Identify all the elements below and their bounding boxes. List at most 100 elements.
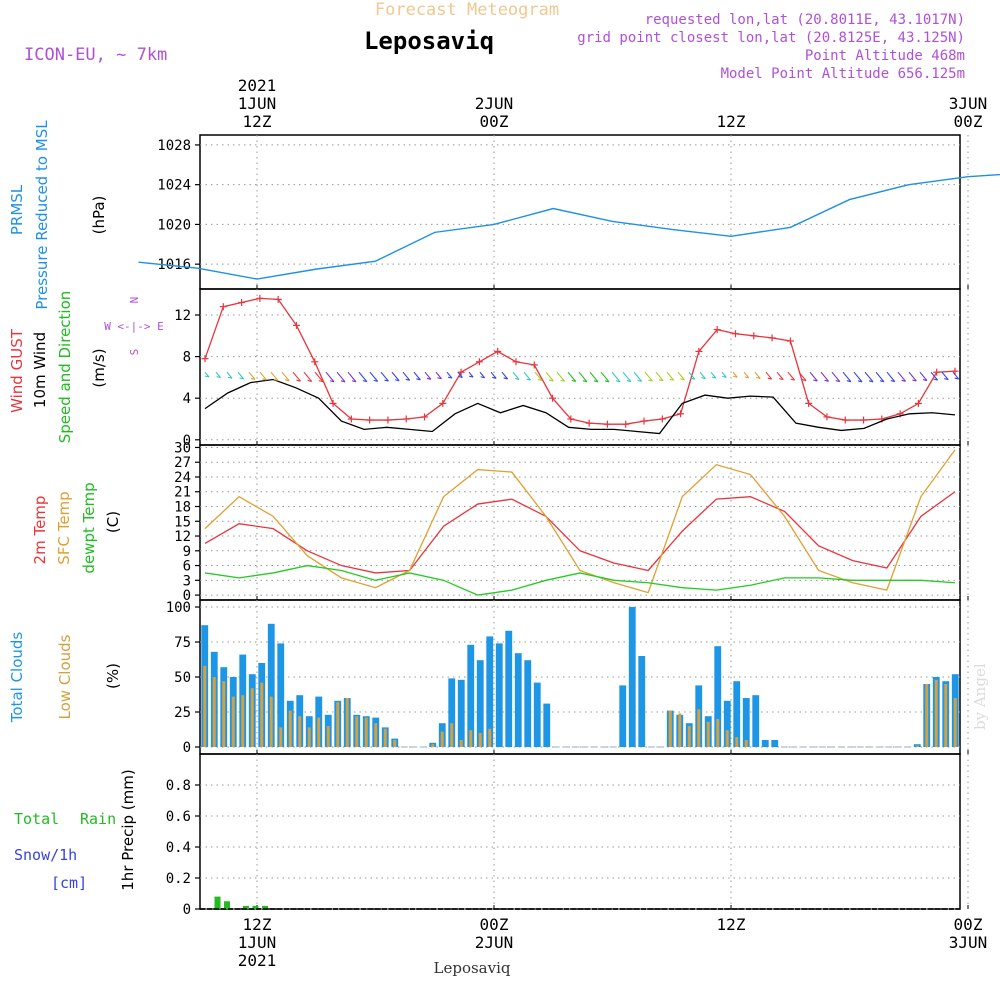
wind-arrow: [941, 371, 949, 380]
total-cloud-bar: [619, 685, 627, 747]
wind-arrow: [435, 371, 442, 380]
wind-arrow: [919, 371, 928, 381]
wind-arrow-head: [296, 379, 301, 382]
wind-arrow-head: [318, 380, 324, 383]
dewpt-line: [204, 564, 956, 596]
wind-arrow-head: [944, 378, 949, 381]
wind-arrow: [798, 371, 807, 381]
wind-arrow: [457, 371, 463, 378]
wind-arrow: [831, 371, 841, 382]
wind-arrow-head: [416, 378, 421, 381]
low-cloud-bar: [744, 740, 748, 747]
total-cloud-bar: [628, 607, 636, 747]
wind-arrow-head: [437, 377, 442, 380]
wind-arrow: [655, 371, 664, 382]
wind-arrow: [754, 371, 761, 379]
wind-arrow: [897, 371, 907, 382]
wind-arrow-head: [954, 377, 959, 380]
wind-arrow-head: [669, 378, 674, 381]
ytick-label-pressure: 1024: [157, 178, 191, 194]
low-cloud-bar: [687, 726, 691, 747]
wind-arrow-head: [329, 380, 335, 383]
wind-arrow-head: [637, 379, 642, 382]
wind-arrow-head: [890, 380, 895, 383]
wind-arrow-head: [658, 379, 664, 382]
wind-arrow-head: [767, 377, 772, 380]
wind-arrow-head: [680, 378, 685, 381]
wind-label-10m: 10m Wind: [31, 332, 49, 408]
wind-arrow: [589, 371, 599, 383]
wind-arrow-head: [593, 380, 599, 383]
ytick-label-wind: 12: [174, 308, 191, 324]
wind-arrow-head: [405, 378, 410, 381]
temp-left-labels: 2m Temp SFC Temp dewpt Temp (C): [31, 482, 122, 573]
ytick-label-temperature: 0: [183, 588, 191, 604]
wind-arrow: [853, 371, 863, 383]
temp-unit: (C): [104, 511, 122, 533]
wind-arrow: [424, 371, 432, 380]
wind-arrow: [358, 371, 368, 382]
wind-arrow: [479, 371, 486, 379]
low-cloud-bar: [431, 744, 435, 747]
top-title: Forecast Meteogram: [375, 0, 559, 20]
wind-arrow-head: [604, 380, 610, 383]
ytick-label-clouds: 50: [174, 670, 191, 686]
pressure-label-msl: Pressure Reduced to MSL: [33, 120, 51, 310]
low-cloud-bar: [393, 740, 397, 747]
low-cloud-bar: [478, 733, 482, 747]
wind-arrow-head: [227, 376, 233, 379]
wind-arrow: [787, 371, 796, 381]
wind-arrow-head: [351, 380, 357, 383]
wind-arrow-head: [571, 379, 576, 383]
total-cloud-bar: [761, 740, 769, 747]
info-requested: requested lon,lat (20.8011E, 43.1017N): [645, 12, 965, 28]
precip-label-cm: [cm]: [51, 874, 87, 892]
total-cloud-bar: [638, 656, 646, 747]
wind-unit: (m/s): [90, 348, 108, 387]
low-cloud-bar: [725, 730, 729, 747]
wind-arrow-head: [285, 379, 290, 382]
precip-unit: 1hr Precip (mm): [119, 769, 137, 890]
top-time-axis: 20211JUN12Z2JUN00Z12Z3JUN00Z12Z4JUN00Z: [238, 76, 988, 131]
ytick-label-wind: 0: [183, 433, 191, 449]
wind-arrow: [765, 371, 773, 380]
ytick-label-wind: 4: [183, 391, 191, 407]
clouds-label-total: Total Clouds: [8, 632, 26, 724]
wind-arrow-head: [426, 377, 432, 380]
info-model-altitude: Model Point Altitude 656.125m: [721, 66, 965, 82]
total-cloud-bar: [486, 636, 494, 747]
wind-arrow-head: [648, 379, 653, 382]
ytick-label-precip: 0: [183, 902, 191, 918]
low-cloud-bar: [269, 696, 273, 747]
wind-arrow-head: [846, 380, 852, 383]
wind-arrow: [369, 371, 379, 382]
ytick-label-pressure: 1028: [157, 138, 191, 154]
wind-arrow: [314, 371, 324, 383]
low-cloud-bar: [668, 710, 672, 747]
wind-arrow: [248, 371, 256, 380]
clouds-unit: (%): [104, 663, 122, 689]
low-cloud-bar: [374, 723, 378, 747]
temp-label-dewpt: dewpt Temp: [80, 482, 98, 573]
wind-arrow-head: [801, 379, 807, 382]
total-cloud-bar: [476, 660, 484, 747]
ytick-label-temperature: 15: [174, 514, 191, 530]
low-cloud-bar: [678, 713, 682, 747]
top-time-label: 00Z: [480, 112, 509, 131]
wind-line: [204, 378, 956, 435]
total-cloud-bar: [277, 643, 285, 747]
wind-arrow-head: [394, 379, 400, 382]
wind-arrow: [622, 371, 632, 382]
wind-left-labels: Wind GUST 10m Wind Speed and Direction (…: [8, 291, 164, 444]
wind-arrow-head: [492, 376, 497, 379]
wind-arrow: [710, 371, 717, 379]
ytick-label-temperature: 21: [174, 485, 191, 501]
ytick-label-clouds: 25: [174, 705, 191, 721]
bottom-time-label: 00Z: [954, 915, 983, 934]
precip-label-rain: Rain: [80, 810, 116, 828]
info-grid-point: grid point closest lon,lat (20.8125E, 43…: [577, 30, 965, 46]
wind-arrow: [567, 371, 577, 382]
total-cloud-bar: [524, 660, 532, 747]
wind-arrow-head: [615, 380, 621, 383]
wind-arrow: [677, 371, 685, 381]
